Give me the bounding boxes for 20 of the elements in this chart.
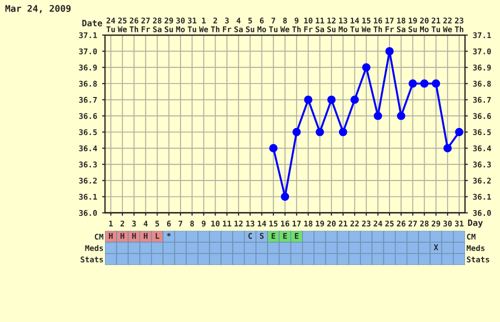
x-axis-title: Day [468, 220, 483, 228]
point [396, 112, 406, 120]
point [327, 96, 336, 104]
point [385, 47, 394, 56]
point [420, 79, 429, 88]
chart-title: Mar 24, 2009 [5, 4, 71, 14]
point [374, 112, 382, 120]
point [338, 128, 348, 136]
point [455, 128, 464, 136]
point [280, 192, 290, 201]
point [350, 96, 359, 104]
point [304, 96, 312, 104]
point [432, 79, 440, 88]
point [269, 144, 278, 152]
x2-axis-title: Date [82, 20, 102, 26]
point [316, 128, 324, 136]
point [408, 79, 417, 88]
point [443, 144, 452, 152]
point [292, 128, 301, 136]
point [362, 63, 370, 72]
